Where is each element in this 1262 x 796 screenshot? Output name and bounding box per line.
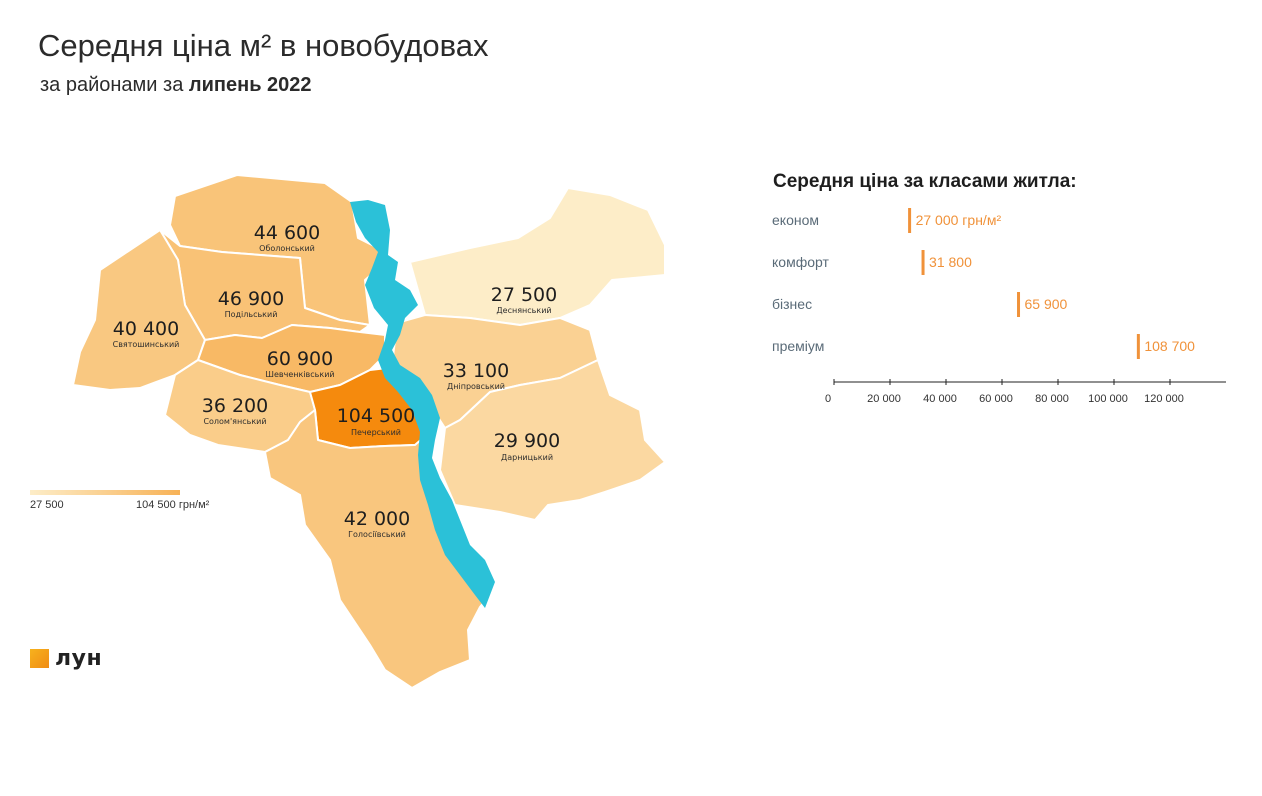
x-axis-tick-label: 80 000 (1035, 393, 1069, 405)
district-value: 104 500 (337, 405, 416, 427)
class-bar-marker (1136, 334, 1140, 359)
x-axis-tick-label: 40 000 (923, 393, 957, 405)
district-value: 29 900 (494, 430, 560, 452)
district-name: Дарницький (501, 453, 553, 462)
legend-min: 27 500 (30, 499, 64, 511)
class-value-label: 31 800 (929, 254, 972, 270)
district-labels: 44 600 Оболонський 46 900 Подільський 40… (113, 222, 561, 539)
district-name: Шевченківський (265, 370, 334, 379)
lun-logo-text: лун (55, 646, 103, 671)
class-chart-title: Середня ціна за класами житла: (773, 171, 1077, 192)
district-value: 27 500 (491, 284, 557, 306)
district-name: Голосіївський (348, 530, 406, 539)
district-darnytskyi[interactable] (439, 359, 666, 521)
class-bar-marker (921, 250, 925, 275)
lun-logo: лун (30, 646, 102, 671)
class-label: комфорт (772, 254, 829, 270)
district-name: Деснянський (496, 306, 551, 315)
district-value: 44 600 (254, 222, 320, 244)
class-label: бізнес (772, 296, 812, 312)
legend-max: 104 500 грн/м² (136, 499, 210, 511)
legend-gradient (30, 490, 180, 495)
class-value-label: 27 000 грн/м² (916, 212, 1002, 228)
district-value: 40 400 (113, 318, 179, 340)
lun-logo-icon (30, 649, 49, 668)
class-label: економ (772, 212, 819, 228)
district-value: 36 200 (202, 395, 268, 417)
x-axis-tick-label: 0 (825, 393, 831, 405)
class-value-label: 65 900 (1025, 296, 1068, 312)
district-name: Оболонський (259, 244, 315, 253)
district-name: Святошинський (113, 340, 180, 349)
subtitle-prefix: за районами за (40, 74, 184, 96)
district-value: 33 100 (443, 360, 509, 382)
class-value-label: 108 700 (1144, 338, 1195, 354)
x-axis-tick-label: 20 000 (867, 393, 901, 405)
district-value: 42 000 (344, 508, 410, 530)
x-axis-tick-label: 120 000 (1144, 393, 1184, 405)
subtitle-period: липень 2022 (188, 74, 312, 96)
district-name: Печерський (351, 428, 401, 437)
district-holosiivskyi[interactable] (264, 409, 491, 689)
district-value: 60 900 (267, 348, 333, 370)
page-title: Середня ціна м² в новобудовах (38, 28, 489, 63)
district-name: Дніпровський (447, 382, 505, 391)
class-label: преміум (772, 338, 824, 354)
district-value: 46 900 (218, 288, 284, 310)
page-subtitle: за районами за липень 2022 (40, 74, 312, 97)
class-bar-marker (1017, 292, 1021, 317)
district-name: Подільський (225, 310, 278, 319)
class-bar-marker (908, 208, 912, 233)
class-price-chart: економ 27 000 грн/м² комфорт 31 800 бізнес 65… (772, 208, 1226, 405)
dnipro-river (350, 200, 495, 608)
kyiv-district-map: 44 600 Оболонський 46 900 Подільський 40… (72, 174, 666, 689)
x-axis-tick-label: 100 000 (1088, 393, 1128, 405)
district-name: Солом'янський (203, 417, 266, 426)
x-axis-tick-label: 60 000 (979, 393, 1013, 405)
